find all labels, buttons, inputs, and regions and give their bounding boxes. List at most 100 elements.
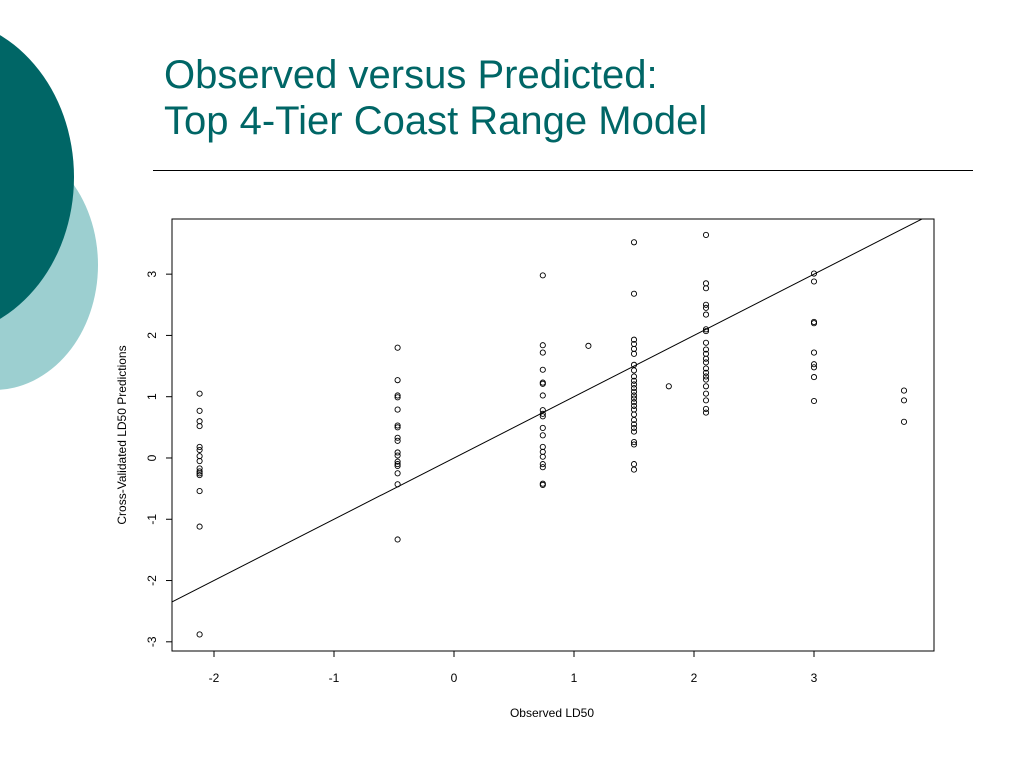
- data-point: [539, 392, 546, 399]
- data-point: [702, 365, 710, 372]
- data-point: [702, 409, 710, 416]
- data-point: [900, 397, 908, 404]
- data-point: [702, 373, 710, 380]
- data-point: [539, 349, 546, 356]
- y-tick-label: -1: [145, 514, 159, 525]
- data-point: [394, 424, 401, 431]
- data-point: [539, 432, 546, 439]
- data-point: [630, 381, 638, 388]
- data-point: [394, 392, 401, 399]
- data-point: [394, 458, 401, 465]
- data-point: [702, 369, 710, 376]
- data-point: [810, 364, 818, 371]
- data-point: [394, 422, 401, 429]
- data-point: [196, 631, 203, 638]
- data-point: [630, 345, 638, 352]
- data-point: [702, 285, 710, 292]
- data-point: [539, 443, 546, 450]
- data-point: [630, 421, 638, 428]
- data-point: [196, 523, 203, 530]
- data-point: [539, 342, 546, 349]
- data-point: [702, 383, 710, 390]
- x-axis-label: Observed LD50: [510, 706, 594, 720]
- data-point: [702, 311, 710, 318]
- title-divider: [153, 170, 973, 171]
- data-point: [702, 355, 710, 362]
- data-point: [394, 434, 401, 441]
- data-point: [394, 377, 401, 384]
- data-point: [196, 390, 203, 397]
- x-tick-label: -1: [329, 671, 340, 685]
- data-point: [630, 438, 638, 446]
- plot-area: -2 -1 0 1 2 3 -3 -2 -1 0 1 2 3 Observed LD50 Cross-Val…: [115, 218, 935, 720]
- data-point: [539, 424, 546, 432]
- data-point: [900, 387, 908, 394]
- data-point: [630, 399, 638, 406]
- data-point: [630, 395, 638, 402]
- data-point: [702, 301, 710, 308]
- y-tick-label: 1: [145, 393, 159, 400]
- data-point: [196, 468, 203, 475]
- data-point: [810, 374, 818, 381]
- data-point: [810, 349, 818, 356]
- data-point: [702, 326, 710, 333]
- x-tick-label: -2: [209, 671, 220, 685]
- data-point: [585, 342, 592, 349]
- data-point: [630, 350, 638, 357]
- data-point: [630, 411, 638, 418]
- x-tick-label: 2: [691, 671, 698, 685]
- data-point: [196, 453, 203, 460]
- data-point: [196, 423, 203, 430]
- x-tick-label: 3: [811, 671, 818, 685]
- data-point: [394, 536, 401, 543]
- data-point: [394, 452, 401, 459]
- data-point: [539, 481, 546, 488]
- plot-frame: [171, 218, 935, 652]
- data-point: [702, 376, 710, 383]
- y-tick-label: -3: [145, 636, 159, 647]
- data-point: [539, 410, 546, 417]
- data-point: [702, 339, 710, 346]
- data-point: [196, 457, 203, 465]
- data-point: [394, 449, 401, 456]
- x-tick-label: 0: [451, 671, 458, 685]
- data-point: [630, 239, 638, 246]
- data-point: [702, 304, 710, 311]
- data-point: [630, 367, 638, 374]
- data-point: [702, 397, 710, 404]
- data-point: [702, 231, 710, 238]
- data-point: [539, 464, 546, 471]
- x-tick-label: 1: [571, 671, 578, 685]
- data-point: [394, 461, 401, 468]
- data-point: [196, 446, 203, 454]
- data-point: [196, 418, 203, 425]
- data-point: [810, 278, 818, 285]
- data-point: [196, 472, 203, 479]
- data-point: [630, 416, 638, 424]
- data-point: [394, 344, 401, 351]
- data-point: [702, 346, 710, 353]
- data-point: [539, 461, 546, 468]
- data-point: [630, 466, 638, 473]
- data-point: [810, 361, 818, 368]
- data-point: [630, 441, 638, 448]
- data-point: [630, 388, 638, 395]
- data-point: [630, 290, 638, 297]
- data-point: [630, 373, 638, 380]
- data-point: [810, 397, 818, 405]
- data-point: [630, 461, 638, 468]
- data-point: [630, 392, 638, 399]
- data-point: [630, 336, 638, 343]
- y-tick-label: 3: [145, 270, 159, 277]
- data-point: [196, 470, 203, 477]
- data-point: [394, 462, 401, 469]
- data-point: [702, 280, 710, 287]
- data-point: [539, 407, 546, 414]
- data-point: [394, 394, 401, 401]
- data-point: [665, 383, 672, 390]
- data-point: [394, 470, 401, 477]
- data-point: [196, 443, 203, 450]
- data-point: [539, 448, 546, 455]
